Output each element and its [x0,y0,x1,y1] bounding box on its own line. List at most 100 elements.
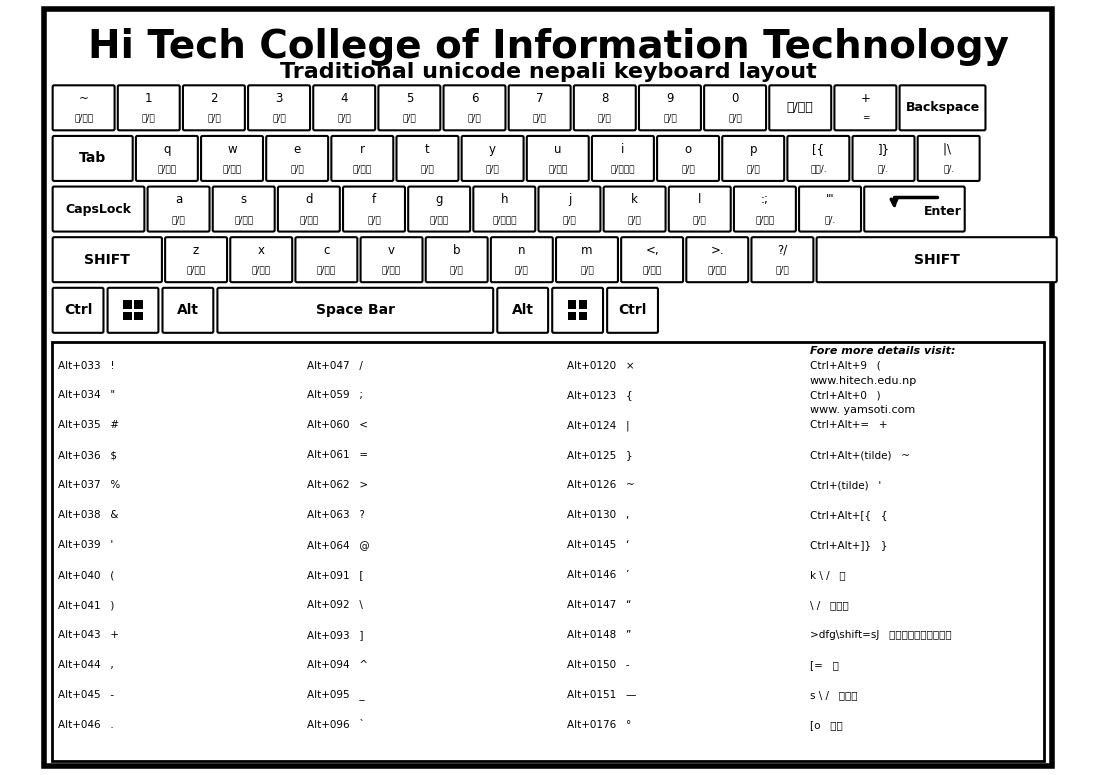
Text: Alt+039   ': Alt+039 ' [58,540,113,550]
Text: प/फ: प/फ [628,215,641,224]
Text: Ctrl+Alt+0   ): Ctrl+Alt+0 ) [810,391,880,401]
Text: Space Bar: Space Bar [316,303,395,317]
Text: Alt+046   .: Alt+046 . [58,720,113,730]
FancyBboxPatch shape [787,136,849,181]
Text: ख/ओं: ख/ओं [381,266,401,274]
Text: 8: 8 [601,92,608,105]
FancyBboxPatch shape [604,187,665,232]
Text: उ/ए: उ/ए [746,164,760,174]
Text: t: t [425,143,430,156]
FancyBboxPatch shape [331,136,393,181]
Text: Ctrl+Alt+]}   }: Ctrl+Alt+]} } [810,540,887,550]
FancyBboxPatch shape [183,85,244,130]
Text: o: o [684,143,692,156]
Text: r: r [359,143,365,156]
Text: ?/: ?/ [777,244,787,257]
Text: Fore more details visit:: Fore more details visit: [810,346,956,356]
FancyBboxPatch shape [769,85,831,130]
Text: k \ /   प: k \ / प [810,570,845,580]
Text: Alt+0120   ×: Alt+0120 × [568,360,635,370]
FancyBboxPatch shape [834,85,897,130]
Text: www.hitech.edu.np: www.hitech.edu.np [810,376,917,385]
Text: m: m [581,244,593,257]
Text: Alt+045   -: Alt+045 - [58,690,114,700]
FancyBboxPatch shape [657,136,719,181]
Text: Alt+060   <: Alt+060 < [307,420,368,430]
Text: :;: :; [761,193,768,206]
Bar [579,312,587,320]
FancyBboxPatch shape [425,237,488,282]
FancyBboxPatch shape [295,237,357,282]
Text: Alt+092   \: Alt+092 \ [307,600,363,610]
Text: www. yamsoti.com: www. yamsoti.com [810,405,915,415]
Text: श/कु: श/कु [186,266,206,274]
Text: <,: <, [646,244,659,257]
Text: Alt+0176   °: Alt+0176 ° [568,720,631,730]
Text: \ /   ट्र: \ / ट्र [810,600,848,610]
Text: १/श्: १/श् [708,266,727,274]
Text: +: + [860,92,870,105]
Text: Alt+0126   ~: Alt+0126 ~ [568,480,635,491]
Text: च/द्: च/द् [353,164,372,174]
FancyBboxPatch shape [900,85,985,130]
Text: रु/.: रु/. [810,164,826,174]
Text: Ctrl+Alt+(tilde)   ~: Ctrl+Alt+(tilde) ~ [810,450,910,460]
Text: g: g [435,193,443,206]
Text: ८/ड: ८/ड [597,114,612,122]
Text: फ/ि: फ/ि [693,215,707,224]
Text: Tab: Tab [79,151,106,165]
Text: 1: 1 [145,92,152,105]
FancyBboxPatch shape [669,187,731,232]
Text: २/ई: २/ई [207,114,220,122]
Text: Ctrl+Alt+9   (: Ctrl+Alt+9 ( [810,360,880,370]
Text: Alt+091   [: Alt+091 [ [307,570,364,580]
FancyBboxPatch shape [853,136,914,181]
Text: Alt+038   &: Alt+038 & [58,510,118,520]
Text: ६/ट: ६/ट [468,114,481,122]
Text: 9: 9 [666,92,674,105]
Text: Alt+0150   -: Alt+0150 - [568,660,630,670]
Text: 3: 3 [275,92,283,105]
Text: त/इ: त/इ [421,164,434,174]
FancyBboxPatch shape [201,136,263,181]
Bar [135,312,142,320]
FancyBboxPatch shape [52,342,1044,761]
Text: =: = [861,114,869,122]
Text: b: b [453,244,460,257]
Text: ष/क्ष: ष/क्ष [610,164,635,174]
Text: Alt+044   ,: Alt+044 , [58,660,113,670]
FancyBboxPatch shape [53,237,162,282]
Text: p: p [750,143,756,156]
Text: Ctrl+Alt+[{   {: Ctrl+Alt+[{ { [810,510,887,520]
Text: य/ष: य/ष [681,164,695,174]
FancyBboxPatch shape [136,136,197,181]
Text: x: x [258,244,264,257]
Bar [568,312,576,320]
Text: Ctrl: Ctrl [618,303,647,317]
Text: ७/ठ: ७/ठ [533,114,547,122]
FancyBboxPatch shape [621,237,683,282]
Text: Ctrl+Alt+=   +: Ctrl+Alt+= + [810,420,887,430]
Text: Alt+059   ;: Alt+059 ; [307,391,363,401]
FancyBboxPatch shape [556,237,618,282]
Text: c: c [323,244,330,257]
Text: ~: ~ [79,92,89,105]
FancyBboxPatch shape [491,237,552,282]
Text: Alt+040   (: Alt+040 ( [58,570,114,580]
FancyBboxPatch shape [461,136,524,181]
Text: 4: 4 [341,92,347,105]
FancyBboxPatch shape [213,187,275,232]
FancyBboxPatch shape [573,85,636,130]
Text: ध/डु: ध/डु [222,164,241,174]
FancyBboxPatch shape [53,85,115,130]
Text: Alt+061   =: Alt+061 = [307,450,368,460]
Text: Alt+0124   |: Alt+0124 | [568,420,630,431]
Text: ट/त्: ट/त् [158,164,176,174]
Bar [124,300,132,309]
Text: Alt+035   #: Alt+035 # [58,420,118,430]
Text: ]}: ]} [877,143,889,156]
Text: Alt+0130   ,: Alt+0130 , [568,510,629,520]
FancyBboxPatch shape [751,237,813,282]
Text: u: u [553,143,561,156]
FancyBboxPatch shape [162,288,214,332]
